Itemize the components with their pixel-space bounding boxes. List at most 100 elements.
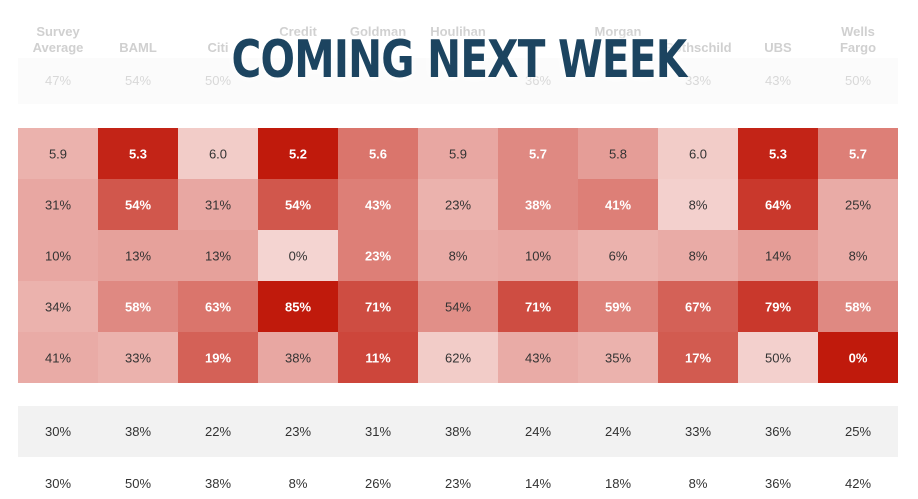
heatmap-cell-value: 43%	[525, 351, 551, 366]
heatmap-cell	[258, 230, 338, 281]
summary-cell-value: 18%	[605, 476, 631, 491]
heatmap-cell	[18, 281, 98, 332]
heatmap-cell	[738, 281, 818, 332]
heatmap-cell	[498, 332, 578, 383]
heatmap-cell-value: 5.8	[609, 147, 627, 162]
summary-cell-value: 24%	[605, 424, 631, 439]
faded-cell-value: 33%	[685, 73, 711, 88]
heatmap-cell	[338, 230, 418, 281]
heatmap-cell	[338, 281, 418, 332]
heatmap-cell	[578, 230, 658, 281]
heatmap-cell	[418, 332, 498, 383]
heatmap-cell-value: 54%	[285, 198, 311, 213]
heatmap-cell-value: 34%	[45, 300, 71, 315]
heatmap-cell	[498, 230, 578, 281]
heatmap-cell	[818, 128, 898, 179]
heatmap-cell	[578, 179, 658, 230]
heatmap-cell-value: 43%	[365, 198, 391, 213]
faded-cell-value: 50%	[845, 73, 871, 88]
heatmap-cell-value: 0%	[849, 351, 868, 366]
heatmap-cell	[178, 332, 258, 383]
faded-cell-value: 43%	[765, 73, 791, 88]
heatmap-cell	[98, 281, 178, 332]
summary-cell-value: 22%	[205, 424, 231, 439]
heatmap-cell-value: 11%	[365, 351, 391, 366]
coming-next-week-banner: COMING NEXT WEEK	[231, 30, 688, 90]
heatmap-cell-value: 8%	[689, 249, 708, 264]
column-header: Fargo	[840, 40, 876, 55]
heatmap-cell-value: 59%	[605, 300, 631, 315]
heatmap-cell-value: 41%	[605, 198, 631, 213]
heatmap-cell-value: 63%	[205, 300, 231, 315]
heatmap-cell-value: 5.7	[849, 147, 867, 162]
heatmap-cell-value: 5.2	[289, 147, 307, 162]
summary-row-bg	[18, 406, 898, 457]
heatmap-cell-value: 8%	[689, 198, 708, 213]
heatmap-cell	[98, 128, 178, 179]
column-header: BAML	[119, 40, 157, 55]
heatmap-cell	[418, 179, 498, 230]
heatmap-cell	[18, 230, 98, 281]
column-header: Houlihan	[430, 24, 486, 39]
heatmap-cell	[258, 128, 338, 179]
heatmap-cell	[178, 281, 258, 332]
faded-cell-value: 50%	[205, 73, 231, 88]
heatmap-cell-value: 5.3	[769, 147, 787, 162]
heatmap-cell	[578, 332, 658, 383]
heatmap-cell-value: 58%	[845, 300, 871, 315]
heatmap-cell-value: 67%	[685, 300, 711, 315]
heatmap-cell-value: 8%	[849, 249, 868, 264]
faded-cell-value: 36%	[525, 73, 551, 88]
heatmap-cell-value: 5.7	[529, 147, 547, 162]
heatmap-cell-value: 38%	[525, 198, 551, 213]
heatmap-cell-value: 38%	[285, 351, 311, 366]
heatmap-cell	[818, 230, 898, 281]
heatmap-cell	[498, 281, 578, 332]
column-header: UBS	[764, 40, 792, 55]
faded-row-bg	[18, 58, 898, 104]
summary-cell-value: 31%	[365, 424, 391, 439]
heatmap-cell	[338, 128, 418, 179]
heatmap-cell-value: 17%	[685, 351, 711, 366]
heatmap-cell-value: 50%	[765, 351, 791, 366]
heatmap-cell-value: 71%	[365, 300, 391, 315]
heatmap-cell	[498, 179, 578, 230]
column-header: Morgan	[595, 24, 642, 39]
heatmap-cell-value: 13%	[205, 249, 231, 264]
heatmap-cell-value: 13%	[125, 249, 151, 264]
column-header: Average	[33, 40, 84, 55]
summary-cell-value: 42%	[845, 476, 871, 491]
summary-cell-value: 26%	[365, 476, 391, 491]
summary-cell-value: 38%	[205, 476, 231, 491]
heatmap-cell	[738, 332, 818, 383]
summary-cell-value: 25%	[845, 424, 871, 439]
heatmap-cell	[658, 332, 738, 383]
heatmap-cell-value: 64%	[765, 198, 791, 213]
heatmap-cell-value: 25%	[845, 198, 871, 213]
heatmap-cell-value: 6%	[609, 249, 628, 264]
heatmap-cell-value: 23%	[445, 198, 471, 213]
summary-cell-value: 33%	[685, 424, 711, 439]
summary-cell-value: 23%	[285, 424, 311, 439]
heatmap-cell-value: 62%	[445, 351, 471, 366]
heatmap-cell-value: 33%	[125, 351, 151, 366]
heatmap-cell	[658, 230, 738, 281]
heatmap-cell-value: 79%	[765, 300, 791, 315]
heatmap-cell-value: 54%	[125, 198, 151, 213]
heatmap-cell	[258, 281, 338, 332]
heatmap-cell	[578, 128, 658, 179]
heatmap-cell	[738, 230, 818, 281]
heatmap-cell-value: 31%	[205, 198, 231, 213]
heatmap-cell-value: 6.0	[209, 147, 227, 162]
summary-cell-value: 8%	[289, 476, 308, 491]
column-header: Credit	[279, 24, 317, 39]
heatmap-cell-value: 23%	[365, 249, 391, 264]
heatmap-cell	[178, 128, 258, 179]
heatmap-cell	[658, 179, 738, 230]
column-header: Wells	[841, 24, 875, 39]
faded-cell-value: 47%	[45, 73, 71, 88]
summary-cell-value: 14%	[525, 476, 551, 491]
summary-cell-value: 50%	[125, 476, 151, 491]
heatmap-cell-value: 35%	[605, 351, 631, 366]
heatmap-cell	[498, 128, 578, 179]
